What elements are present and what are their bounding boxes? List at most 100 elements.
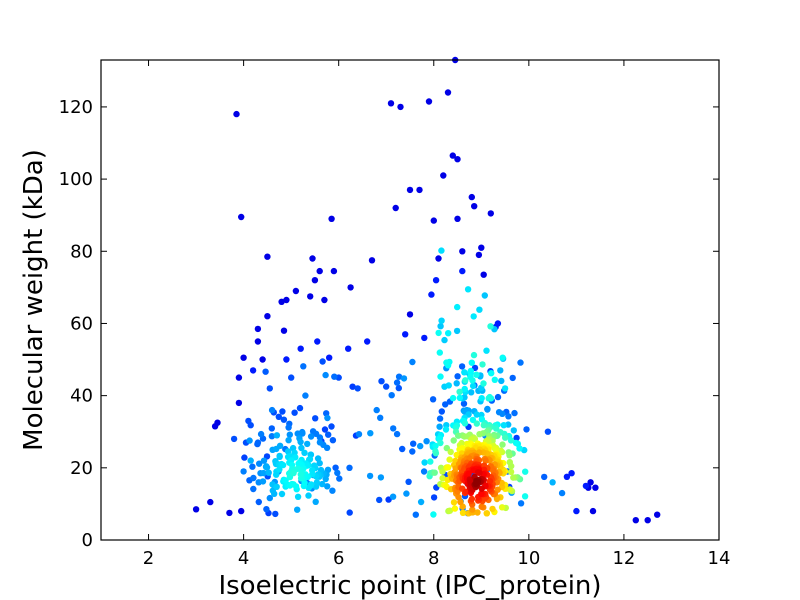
data-point [264, 253, 271, 260]
data-point [276, 442, 284, 449]
data-point [454, 373, 461, 380]
data-point [226, 509, 233, 517]
data-point [376, 496, 383, 504]
data-point [493, 425, 500, 432]
data-point [435, 255, 442, 262]
data-point [290, 481, 297, 488]
data-point [468, 193, 475, 201]
data-point [436, 349, 443, 356]
data-point [435, 329, 442, 337]
data-point [501, 385, 509, 392]
data-point [498, 504, 506, 511]
data-point [254, 439, 262, 446]
data-point [482, 457, 489, 464]
data-point [250, 485, 257, 493]
data-point [467, 367, 474, 375]
data-point [273, 483, 280, 490]
data-point [509, 374, 516, 382]
data-point [328, 423, 335, 430]
data-point [260, 457, 268, 464]
data-point [505, 413, 512, 420]
y-tick-label: 20 [70, 458, 93, 479]
data-point [409, 448, 416, 455]
data-point [268, 433, 276, 440]
data-point [459, 267, 466, 275]
data-point [489, 467, 497, 474]
data-point [437, 373, 444, 380]
data-point [469, 382, 477, 390]
data-point [500, 422, 507, 429]
data-point [395, 384, 402, 392]
data-point [457, 498, 464, 506]
data-point [325, 431, 332, 438]
data-point [257, 430, 265, 438]
data-point [563, 473, 571, 480]
data-point [438, 247, 445, 254]
data-point [417, 498, 425, 506]
data-point [516, 445, 523, 452]
data-point [494, 320, 502, 327]
data-point [367, 430, 374, 437]
data-point [438, 408, 445, 415]
data-point [249, 367, 257, 374]
data-point [272, 510, 279, 518]
data-point [214, 419, 221, 426]
data-point [233, 110, 240, 118]
data-point [460, 400, 468, 407]
data-point [485, 395, 492, 402]
data-point [256, 460, 263, 467]
data-point [456, 394, 464, 402]
data-point [262, 368, 269, 375]
data-point [478, 395, 485, 402]
x-tick-label: 10 [517, 548, 540, 569]
data-point [445, 330, 452, 337]
data-point [291, 409, 298, 416]
data-point [247, 422, 254, 429]
data-point [589, 507, 597, 515]
data-point [349, 383, 356, 390]
data-point [478, 503, 485, 510]
data-point [476, 306, 483, 313]
data-point [436, 423, 443, 430]
data-point [441, 336, 448, 344]
data-point [299, 430, 306, 437]
data-point [400, 375, 408, 382]
data-point [506, 452, 513, 459]
data-point [301, 449, 308, 456]
x-tick-label: 4 [238, 548, 249, 569]
data-point [521, 493, 529, 500]
data-point [393, 379, 401, 386]
data-point [474, 509, 481, 516]
data-point [314, 338, 321, 345]
data-point [259, 478, 267, 485]
data-point [255, 498, 262, 506]
data-point [240, 468, 247, 475]
data-point [313, 479, 321, 486]
data-point [491, 376, 498, 383]
data-point [329, 437, 337, 444]
data-point [282, 477, 289, 484]
data-point [459, 248, 466, 255]
data-point [502, 434, 509, 441]
data-point [445, 382, 452, 389]
data-point [259, 356, 266, 363]
data-point [440, 172, 447, 179]
data-point [316, 434, 324, 441]
data-point [439, 468, 446, 475]
data-point [254, 338, 262, 345]
data-point [276, 453, 283, 460]
data-point [444, 89, 452, 96]
data-point [304, 440, 311, 448]
data-point [549, 479, 556, 486]
data-point [392, 204, 399, 212]
data-point [230, 435, 238, 443]
data-point [324, 414, 331, 422]
data-point [470, 351, 478, 359]
data-point [275, 413, 282, 420]
data-point [587, 479, 594, 486]
data-point [456, 388, 463, 395]
data-point [312, 415, 319, 422]
data-point [480, 271, 487, 278]
data-point [238, 507, 245, 515]
data-point [324, 483, 331, 490]
